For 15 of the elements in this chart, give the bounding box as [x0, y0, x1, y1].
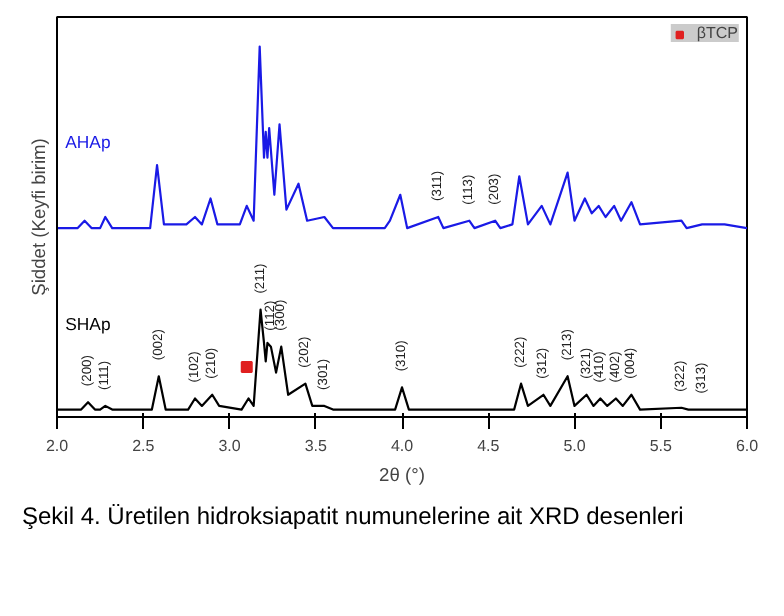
y-axis-title: Şiddet (Keyfi birim): [29, 138, 49, 296]
x-tick-label: 2.5: [132, 437, 156, 455]
x-tick-label: 5.0: [563, 437, 587, 455]
legend-label: βTCP: [696, 24, 738, 42]
x-tick-label: 6.0: [735, 437, 760, 455]
text: Şekil 4. Üretilen hidroksiapatit numunelerine ait XRD desenleri: [20, 500, 686, 534]
x-tick-label: 4.5: [477, 437, 501, 455]
x-tick-label: 3.5: [304, 437, 328, 455]
text: SHAp: [65, 313, 111, 334]
x-tick-label: 3.0: [218, 437, 242, 455]
x-tick-label: 4.0: [390, 437, 415, 455]
x-axis-title: 2θ (°): [379, 465, 425, 485]
x-tick-label: 5.5: [649, 437, 673, 455]
text: AHAp: [65, 132, 111, 153]
x-tick-label: 2.0: [45, 437, 70, 455]
